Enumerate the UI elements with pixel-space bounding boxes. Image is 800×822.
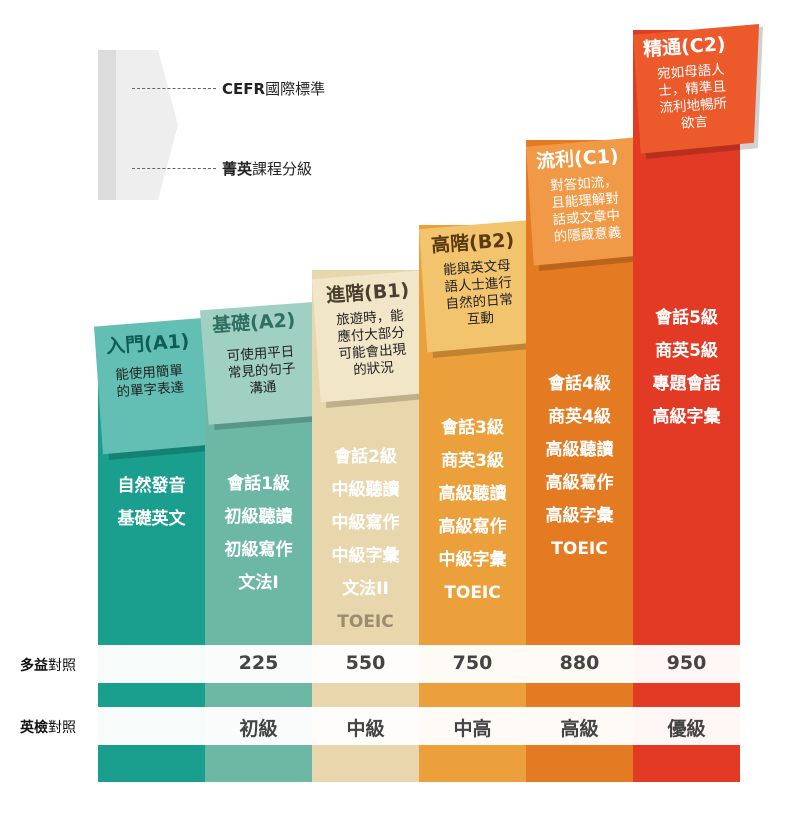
course-item: TOEIC (444, 583, 501, 603)
level-description: 宛如母語人 士，精準且 流利地暢所 欲言 (657, 62, 729, 135)
gept-level: 初級 (239, 718, 278, 740)
level-title: 進階(B1) (325, 279, 410, 307)
gept-level: 優級 (667, 718, 706, 740)
level-flag: 高階(B2) 能與英文母 語人士進行 自然的日常 互動 (419, 218, 559, 358)
gept-band: 英檢對照 (0, 707, 800, 745)
course-item: TOEIC (551, 539, 608, 559)
level-flag-shape (200, 300, 345, 430)
toeic-score: 225 (238, 652, 279, 674)
gept-level: 中高 (453, 718, 492, 740)
course-item: 文法I (238, 573, 279, 593)
course-item: 中級聽讀 (331, 480, 400, 500)
level-description: 能與英文母 語人士進行 自然的日常 互動 (443, 258, 515, 331)
legend-flag-icon (98, 50, 178, 200)
course-item: 初級聽讀 (224, 507, 293, 527)
course-item: 基礎英文 (117, 509, 186, 529)
course-item: 會話4級 (548, 374, 611, 394)
course-item: 高級字彙 (545, 506, 614, 526)
course-item: 專題會話 (652, 374, 721, 394)
course-item: 自然發音 (117, 476, 186, 496)
course-item: 商英3級 (441, 451, 504, 471)
level-description: 對答如流， 且能理解對 話或文章中 的隱藏意義 (550, 174, 622, 247)
level-description: 可使用平日 常見的句子 溝通 (226, 344, 297, 400)
course-item: 高級寫作 (438, 517, 507, 537)
course-list: 自然發音 基礎英文 (98, 470, 205, 536)
toeic-score: 550 (345, 652, 386, 674)
gept-band-label: 英檢對照 (20, 720, 76, 736)
gept-level: 中級 (346, 718, 385, 740)
course-item: 中級寫作 (331, 513, 400, 533)
level-flag: 基礎(A2) 可使用平日 常見的句子 溝通 (200, 300, 345, 430)
course-list: 會話2級中級聽讀中級寫作中級字彙文法II TOEIC (312, 441, 419, 639)
course-item: 會話3級 (441, 418, 504, 438)
legend (98, 50, 338, 200)
level-flag: 精通(C2) 宛如母語人 士，精準且 流利地暢所 欲言 (633, 24, 763, 159)
level-flag-shape (526, 136, 656, 271)
level-title: 基礎(A2) (211, 309, 297, 337)
course-list: 會話1級初級聽讀初級寫作文法I (205, 468, 312, 600)
course-item: 高級字彙 (652, 407, 721, 427)
course-list: 會話4級商英4級高級聽讀高級寫作高級字彙 TOEIC (526, 368, 633, 566)
course-item: 商英5級 (655, 341, 718, 361)
level-title: 精通(C2) (642, 33, 727, 61)
level-description: 旅遊時，能 應付大部分 可能會出現 的狀況 (336, 308, 408, 381)
level-title: 入門(A1) (105, 330, 191, 358)
course-item: 會話2級 (334, 447, 397, 467)
course-item: TOEIC (337, 612, 394, 632)
course-item: 高級聽讀 (438, 484, 507, 504)
level-title: 流利(C1) (535, 145, 620, 173)
legend-cefr-dash (132, 88, 216, 89)
legend-cefr-label: CEFR國際標準 (222, 80, 326, 98)
gept-level: 高級 (560, 718, 599, 740)
level-description: 能使用簡單 的單字表達 (115, 363, 185, 402)
course-list: 會話3級商英3級高級聽讀高級寫作中級字彙 TOEIC (419, 412, 526, 610)
course-item: 高級聽讀 (545, 440, 614, 460)
course-item: 商英4級 (548, 407, 611, 427)
legend-course-dash (132, 168, 216, 169)
course-list: 會話5級商英5級專題會話高級字彙 (633, 302, 740, 434)
toeic-score: 880 (559, 652, 600, 674)
course-item: 會話5級 (655, 308, 718, 328)
course-item: 會話1級 (227, 474, 290, 494)
course-item: 初級寫作 (224, 540, 293, 560)
course-item: 中級字彙 (438, 550, 507, 570)
course-item: 文法II (342, 579, 389, 599)
legend-course-label: 菁英課程分級 (222, 160, 313, 178)
toeic-score: 950 (666, 652, 707, 674)
course-item: 高級寫作 (545, 473, 614, 493)
level-flag-shape (633, 24, 763, 159)
course-item: 中級字彙 (331, 546, 400, 566)
level-title: 高階(B2) (430, 229, 515, 257)
toeic-band: 多益對照 (0, 645, 800, 683)
toeic-band-label: 多益對照 (20, 658, 76, 674)
toeic-score: 750 (452, 652, 493, 674)
level-flag-shape (419, 218, 559, 358)
level-flag: 流利(C1) 對答如流， 且能理解對 話或文章中 的隱藏意義 (526, 136, 656, 271)
